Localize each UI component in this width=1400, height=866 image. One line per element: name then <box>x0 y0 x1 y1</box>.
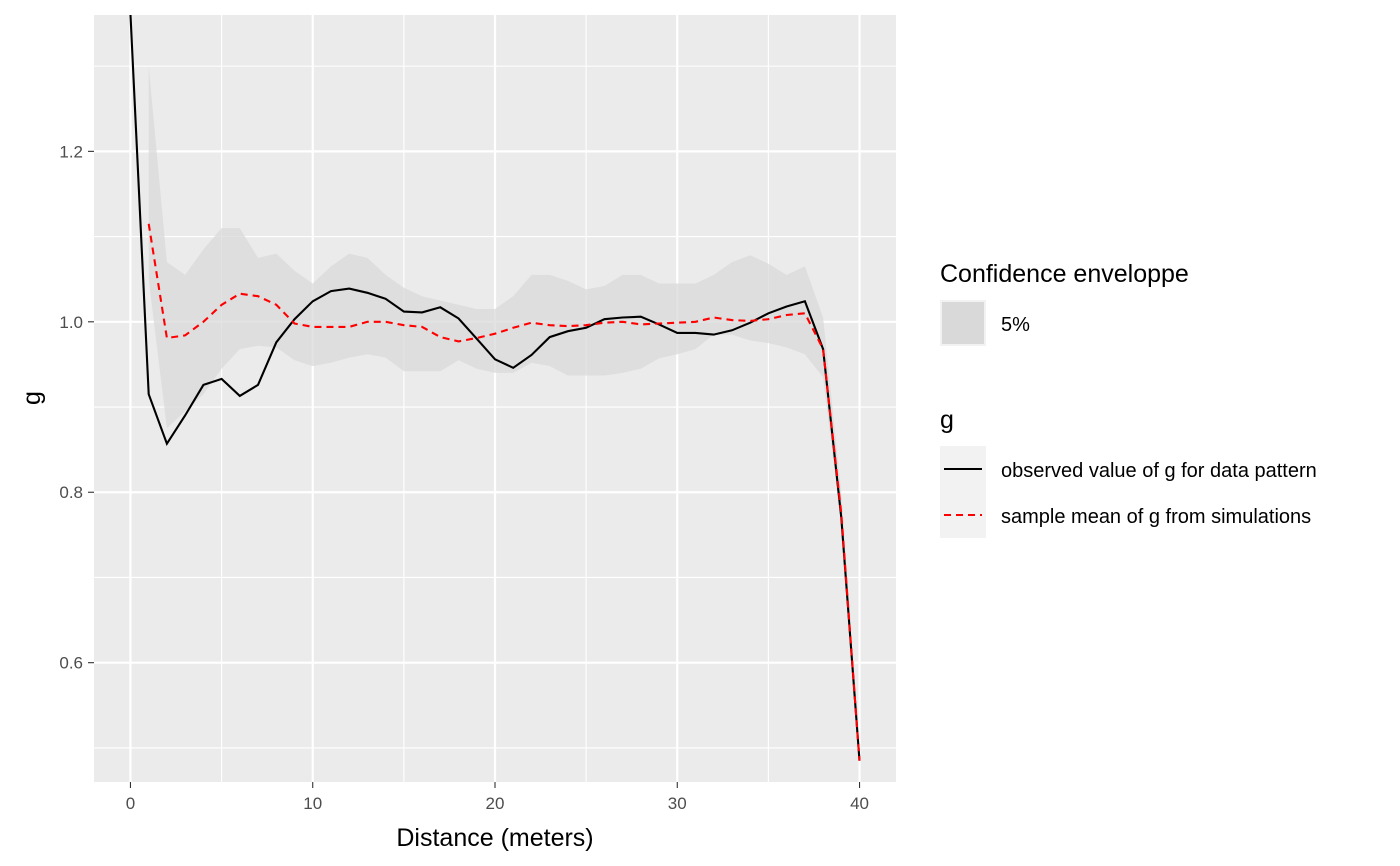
x-tick-label: 20 <box>486 794 505 813</box>
x-tick-label: 40 <box>850 794 869 813</box>
y-tick-label: 0.6 <box>59 654 83 673</box>
y-tick-label: 1.0 <box>59 313 83 332</box>
x-axis-ticks: 0 10 20 30 40 <box>126 782 869 813</box>
legend-envelope: Confidence enveloppe 5% <box>940 260 1189 346</box>
x-axis-title: Distance (meters) <box>396 824 593 852</box>
observed-g-line <box>129 14 861 761</box>
legend-envelope-swatch <box>942 302 984 344</box>
legend-envelope-label: 5% <box>1001 314 1030 336</box>
legend-g: g observed value of g for data pattern s… <box>940 406 1317 538</box>
y-axis-title: g <box>18 391 46 405</box>
legend-observed-label: observed value of g for data pattern <box>1001 460 1317 482</box>
y-axis-ticks: 0.6 0.8 1.0 1.2 <box>59 142 94 673</box>
x-tick-label: 10 <box>303 794 322 813</box>
x-tick-label: 0 <box>126 794 135 813</box>
major-gridlines <box>94 15 896 782</box>
legend-mean-label: sample mean of g from simulations <box>1001 506 1311 528</box>
y-tick-label: 1.2 <box>59 142 83 161</box>
legend-envelope-title: Confidence enveloppe <box>940 260 1189 288</box>
x-tick-label: 30 <box>668 794 687 813</box>
simulated-mean-g-line <box>147 223 861 761</box>
y-tick-label: 0.8 <box>59 483 83 502</box>
legend-g-title: g <box>940 406 954 434</box>
